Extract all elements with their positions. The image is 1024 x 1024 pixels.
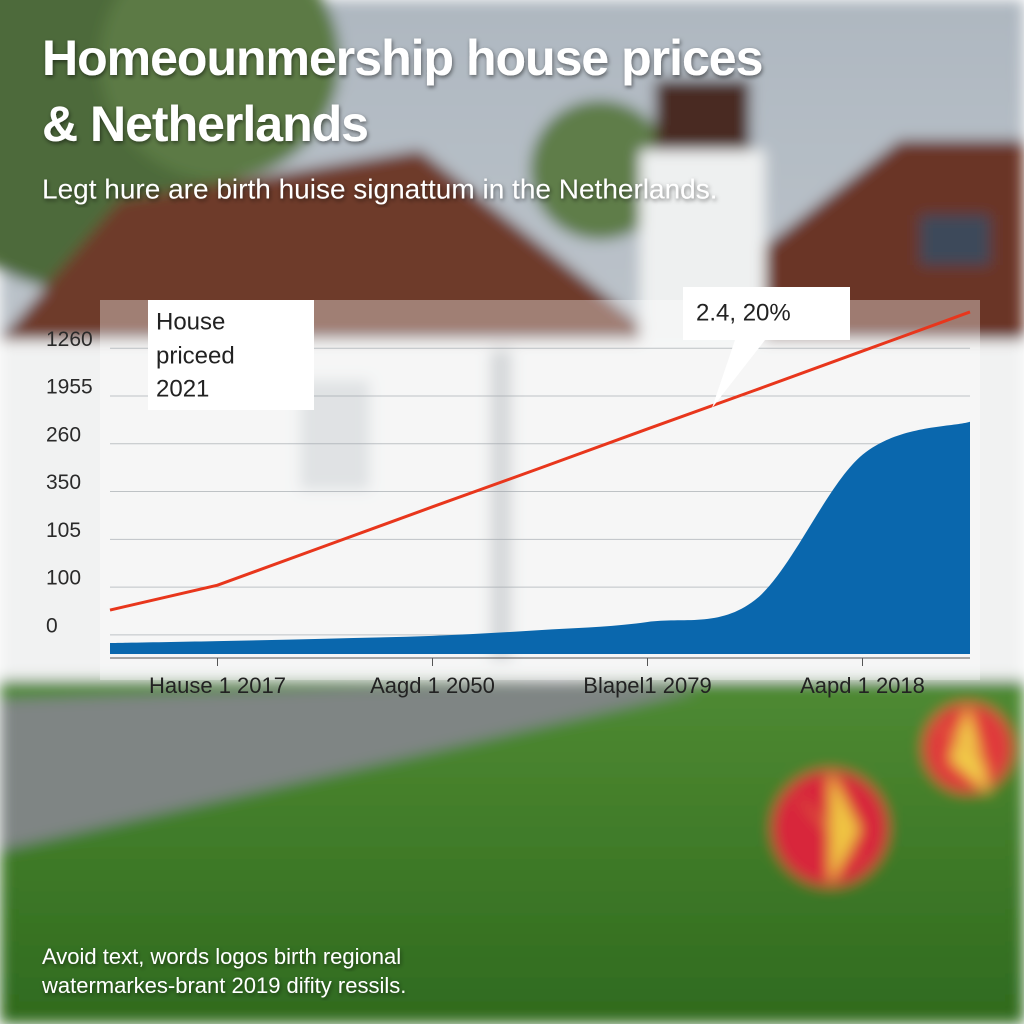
y-tick-label: 1955 (46, 376, 93, 399)
chart-title: Homeounmership house prices (42, 30, 762, 86)
footnote: Avoid text, words logos birth regional (42, 944, 401, 969)
callout-box (683, 287, 850, 408)
footnote: watermarkes-brant 2019 difity ressils. (41, 973, 406, 998)
x-tick-label: Aagd 1 2050 (370, 673, 495, 698)
line (109, 310, 971, 612)
annotation: 2.4, 20% (696, 299, 791, 326)
y-tick-label: 1260 (46, 328, 93, 351)
x-tick-label: Hause 1 2017 (149, 673, 286, 698)
annotation: 2021 (156, 375, 209, 402)
chart-subtitle: Legt hure are birth huise signattum in t… (42, 173, 718, 204)
y-tick-label: 0 (46, 614, 58, 637)
area (110, 421, 970, 654)
x-tick-label: Aapd 1 2018 (800, 673, 925, 698)
annotation: priceed (156, 342, 235, 369)
x-tick-label: Blapel1 2079 (583, 673, 711, 698)
annotation: House (156, 308, 225, 335)
y-tick-label: 100 (46, 567, 81, 590)
y-tick-label: 350 (46, 471, 81, 494)
plot: 0 100 105 350 260 1955 1260 Hause 1 2017 Aagd 1 … (46, 310, 971, 698)
chart-title: & Netherlands (42, 96, 368, 152)
annotation-box (148, 300, 314, 410)
y-tick-label: 105 (46, 519, 81, 542)
y-tick-label: 260 (46, 423, 81, 446)
